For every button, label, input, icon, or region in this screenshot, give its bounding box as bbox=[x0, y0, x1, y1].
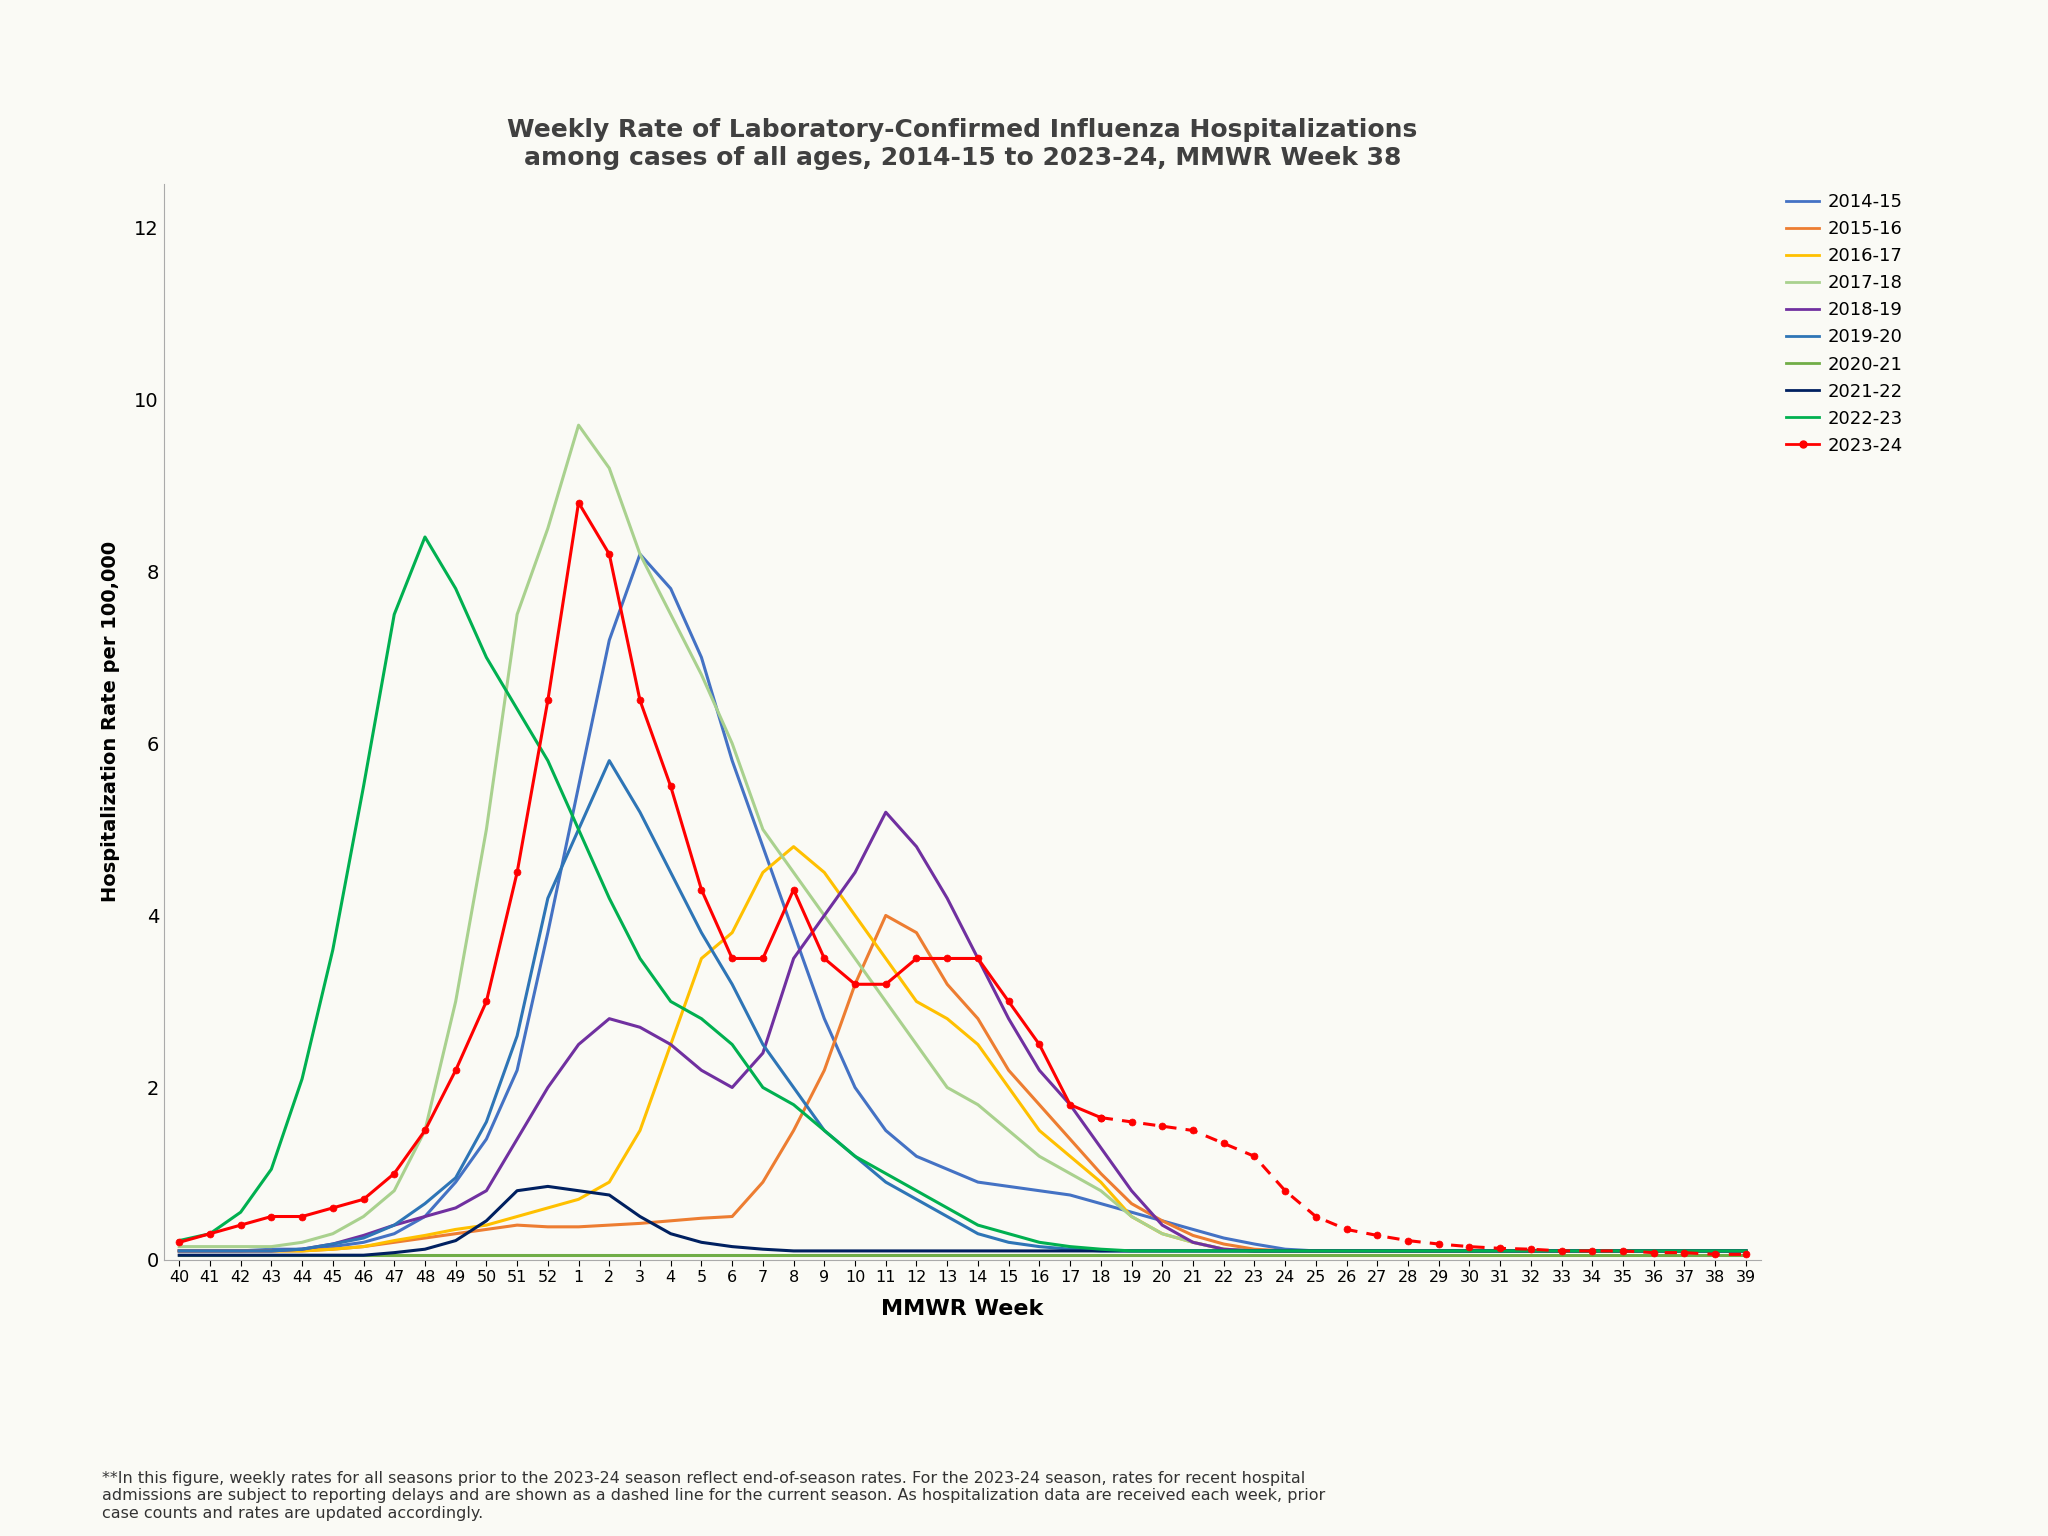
X-axis label: MMWR Week: MMWR Week bbox=[881, 1299, 1044, 1319]
Y-axis label: Hospitalization Rate per 100,000: Hospitalization Rate per 100,000 bbox=[100, 541, 121, 903]
Title: Weekly Rate of Laboratory-Confirmed Influenza Hospitalizations
among cases of al: Weekly Rate of Laboratory-Confirmed Infl… bbox=[508, 118, 1417, 170]
Text: **In this figure, weekly rates for all seasons prior to the 2023-24 season refle: **In this figure, weekly rates for all s… bbox=[102, 1471, 1325, 1521]
Legend: 2014-15, 2015-16, 2016-17, 2017-18, 2018-19, 2019-20, 2020-21, 2021-22, 2022-23,: 2014-15, 2015-16, 2016-17, 2017-18, 2018… bbox=[1786, 194, 1903, 455]
